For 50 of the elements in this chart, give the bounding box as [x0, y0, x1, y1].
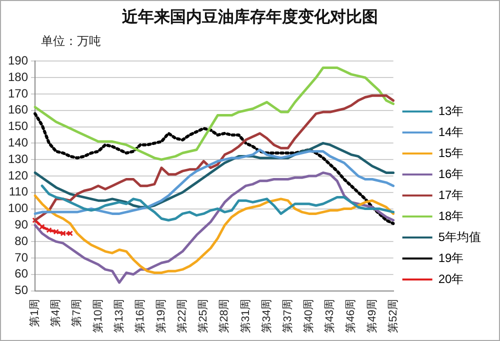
y-tick-label: 190	[8, 54, 28, 68]
legend-label: 15年	[438, 146, 464, 160]
legend-label: 16年	[438, 166, 464, 181]
x-tick-label: 第16周	[134, 298, 146, 334]
x-tick-label: 第28周	[218, 298, 231, 334]
legend-label: 17年	[438, 188, 464, 202]
y-tick-label: 80	[14, 234, 28, 248]
y-tick-label: 130	[8, 152, 28, 166]
legend-label: 19年	[438, 250, 464, 265]
legend-label: 18年	[438, 208, 464, 223]
x-tick-label: 第10周	[92, 298, 104, 334]
x-tick-label: 第7周	[71, 298, 84, 327]
y-tick-label: 140	[8, 136, 28, 150]
y-tick-label: 170	[8, 86, 28, 100]
point	[67, 230, 74, 236]
legend-label: 20年	[438, 272, 464, 286]
x-tick-label: 第49周	[366, 298, 378, 334]
chart-title: 近年来国内豆油库存年度变化对比图	[121, 7, 379, 28]
legend-label: 5年均值	[438, 230, 482, 244]
x-tick-label: 第37周	[282, 298, 294, 334]
x-tick-label: 第43周	[324, 298, 336, 334]
x-tick-label: 第40周	[303, 298, 316, 334]
legend-label: 14年	[438, 124, 464, 139]
point	[46, 227, 52, 233]
legend-label: 13年	[438, 104, 464, 118]
y-axis-title: 单位：万吨	[41, 33, 101, 50]
y-tick-label: 90	[14, 217, 28, 232]
point	[39, 224, 45, 230]
x-tick-label: 第34周	[260, 298, 273, 334]
y-tick-label: 70	[14, 250, 28, 264]
x-tick-label: 第52周	[387, 298, 400, 334]
x-tick-label: 第4周	[50, 298, 62, 327]
y-tick-label: 110	[8, 184, 28, 199]
y-tick-label: 120	[8, 168, 28, 182]
x-tick-label: 第25周	[198, 298, 210, 334]
x-tick-label: 第19周	[156, 298, 168, 334]
x-tick-label: 第1周	[29, 298, 42, 327]
y-tick-label: 100	[8, 201, 28, 216]
y-tick-label: 50	[14, 283, 28, 298]
point	[53, 228, 59, 235]
x-tick-label: 第46周	[345, 298, 358, 334]
y-tick-label: 150	[8, 119, 28, 134]
y-tick-label: 160	[8, 102, 28, 117]
x-tick-label: 第13周	[113, 298, 126, 334]
y-tick-label: 60	[14, 266, 28, 281]
x-tick-label: 第22周	[176, 298, 189, 334]
y-tick-label: 180	[8, 70, 28, 84]
point	[60, 230, 66, 236]
line-series	[34, 112, 395, 226]
x-tick-label: 第31周	[240, 298, 252, 334]
